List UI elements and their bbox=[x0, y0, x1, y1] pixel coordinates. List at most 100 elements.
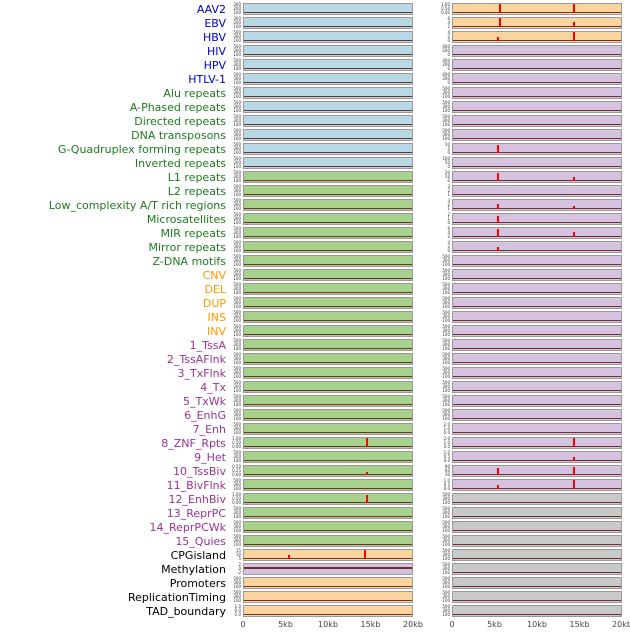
signal-spike bbox=[499, 4, 502, 13]
signal-spike bbox=[572, 466, 575, 475]
right-track-panel bbox=[452, 45, 622, 57]
left-track-panel bbox=[243, 241, 413, 253]
y-tick-label: 1.0 bbox=[443, 478, 450, 483]
track-label: A-Phased repeats bbox=[129, 100, 226, 114]
left-y-ticks: 500 300 100 bbox=[228, 59, 243, 71]
right-track-panel bbox=[452, 101, 622, 113]
y-tick-label: 300 bbox=[233, 34, 241, 39]
signal-baseline bbox=[453, 432, 621, 433]
left-y-ticks: 500 300 100 bbox=[228, 325, 243, 337]
left-y-ticks: 500 300 100 bbox=[228, 87, 243, 99]
signal-baseline bbox=[453, 544, 621, 545]
y-tick-label: 100 bbox=[442, 136, 450, 141]
signal-spike bbox=[365, 438, 368, 447]
y-tick-label: 100 bbox=[233, 346, 241, 351]
left-y-ticks: 15 10 5 bbox=[228, 549, 243, 561]
signal-spike bbox=[499, 18, 502, 27]
y-tick-label: 0.0 bbox=[234, 608, 241, 613]
right-track-panel bbox=[452, 143, 622, 155]
y-tick-label: 300 bbox=[442, 538, 450, 543]
signal-baseline bbox=[244, 180, 412, 181]
left-track-panel bbox=[243, 311, 413, 323]
y-tick-label: 0.50 bbox=[441, 6, 450, 11]
signal-baseline bbox=[453, 166, 621, 167]
y-tick-label: 100 bbox=[233, 416, 241, 421]
y-tick-label: 100 bbox=[233, 332, 241, 337]
track-label: 9_Het bbox=[194, 450, 226, 464]
signal-baseline bbox=[244, 292, 412, 293]
left-track-panel bbox=[243, 87, 413, 99]
y-tick-label: 100 bbox=[442, 500, 450, 505]
left-y-ticks: 500 300 100 bbox=[228, 171, 243, 183]
right-track-panel bbox=[452, 283, 622, 295]
left-track-panel bbox=[243, 367, 413, 379]
y-tick-label: 2.0 bbox=[443, 436, 450, 441]
signal-baseline bbox=[244, 222, 412, 223]
y-tick-label: 100 bbox=[233, 388, 241, 393]
right-y-ticks: 500 300 100 bbox=[437, 325, 452, 337]
y-tick-label: 100 bbox=[442, 388, 450, 393]
left-y-ticks: 500 300 100 bbox=[228, 451, 243, 463]
y-tick-label: 0 bbox=[447, 52, 450, 57]
y-tick-label: 500 bbox=[233, 422, 241, 427]
y-tick-label: 0.5 bbox=[443, 482, 450, 487]
signal-spike bbox=[572, 177, 575, 181]
left-track-panel bbox=[243, 17, 413, 29]
y-tick-label: 300 bbox=[233, 398, 241, 403]
y-tick-label: 1.00 bbox=[232, 436, 241, 441]
right-y-ticks: 500 300 100 bbox=[437, 549, 452, 561]
y-tick-label: 100 bbox=[442, 108, 450, 113]
y-tick-label: 10 bbox=[235, 552, 241, 557]
signal-spike bbox=[497, 467, 500, 475]
track-label: Alu repeats bbox=[163, 86, 226, 100]
signal-spike bbox=[572, 438, 575, 447]
y-tick-label: 0.25 bbox=[232, 468, 241, 473]
track-row: 4_Tx 500 300 100 500 300 100 bbox=[0, 380, 630, 394]
y-tick-label: 500 bbox=[442, 548, 450, 553]
right-track-panel bbox=[452, 479, 622, 491]
y-tick-label: 300 bbox=[233, 384, 241, 389]
y-tick-label: 300 bbox=[233, 16, 241, 21]
track-row: 11_BivFlnk 500 300 100 1.0 0.5 0.0 bbox=[0, 478, 630, 492]
signal-spike bbox=[572, 232, 575, 237]
right-track-panel bbox=[452, 73, 622, 85]
y-tick-label: 100 bbox=[442, 402, 450, 407]
track-label: 6_EnhG bbox=[184, 408, 226, 422]
y-tick-label: 500 bbox=[233, 338, 241, 343]
signal-baseline bbox=[453, 54, 621, 55]
signal-baseline bbox=[244, 586, 412, 587]
y-tick-label: 4 bbox=[447, 20, 450, 25]
left-x-axis: 0 5kb 10kb 15kb 20kb bbox=[240, 619, 422, 631]
y-tick-label: 200 bbox=[442, 48, 450, 53]
signal-baseline bbox=[453, 418, 621, 419]
y-tick-label: 300 bbox=[233, 538, 241, 543]
left-track-panel bbox=[243, 591, 413, 603]
signal-baseline bbox=[453, 572, 621, 573]
y-tick-label: 100 bbox=[442, 304, 450, 309]
y-tick-label: 300 bbox=[233, 76, 241, 81]
signal-baseline bbox=[453, 292, 621, 293]
left-y-ticks: 500 300 100 bbox=[228, 577, 243, 589]
track-row: Alu repeats 500 300 100 500 300 100 bbox=[0, 86, 630, 100]
left-track-panel bbox=[243, 297, 413, 309]
y-tick-label: 100 bbox=[233, 458, 241, 463]
y-tick-label: 0 bbox=[447, 220, 450, 225]
y-tick-label: 100 bbox=[233, 318, 241, 323]
y-tick-label: 1.00 bbox=[441, 2, 450, 7]
left-y-ticks: 500 300 100 bbox=[228, 115, 243, 127]
y-tick-label: 400 bbox=[442, 72, 450, 77]
track-label: 3_TxFlnk bbox=[177, 366, 226, 380]
signal-baseline bbox=[244, 567, 412, 569]
left-track-panel bbox=[243, 395, 413, 407]
left-y-ticks: 300 200 100 bbox=[228, 17, 243, 29]
left-track-panel bbox=[243, 171, 413, 183]
y-tick-label: 100 bbox=[233, 276, 241, 281]
y-tick-label: 500 bbox=[233, 114, 241, 119]
signal-spike bbox=[497, 204, 500, 209]
signal-baseline bbox=[244, 432, 412, 433]
y-tick-label: 500 bbox=[233, 212, 241, 217]
y-tick-label: 300 bbox=[233, 230, 241, 235]
x-axis-tick-label: 20kb bbox=[612, 620, 630, 629]
track-row: 3_TxFlnk 500 300 100 500 300 100 bbox=[0, 366, 630, 380]
